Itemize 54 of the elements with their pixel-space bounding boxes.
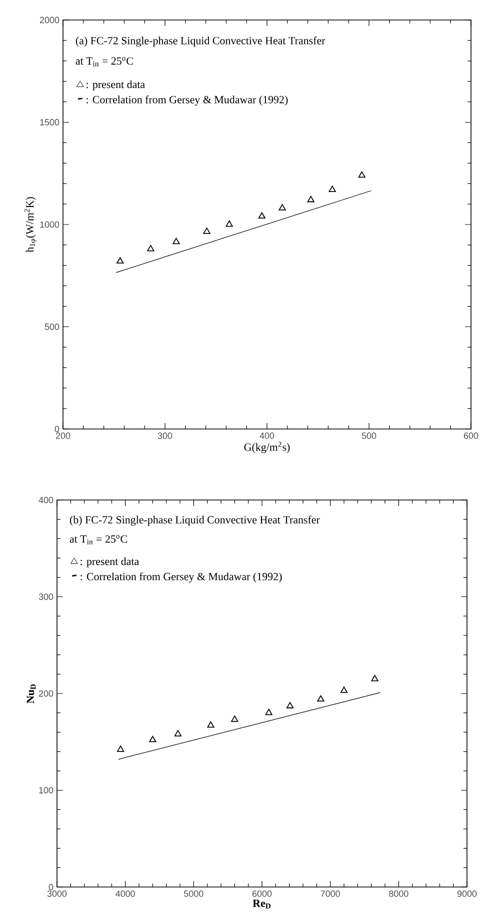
x-tick-label: 500: [362, 432, 376, 439]
y-tick-label: 0: [48, 884, 54, 890]
text: (b) FC-72 Single-phase Liquid Convective Heat Transfer: [70, 516, 320, 526]
point: [174, 730, 182, 736]
x-tick-label: 7000: [320, 890, 340, 897]
point: [203, 228, 210, 234]
point: [172, 238, 180, 244]
point: [226, 220, 233, 227]
y-tick-label: 1500: [40, 119, 60, 126]
legend-label: : present data: [86, 80, 145, 90]
point: [207, 721, 214, 728]
y-tick-label: 500: [44, 324, 60, 330]
point: [278, 204, 286, 210]
y-tick-label: 1000: [40, 221, 60, 228]
point: [231, 716, 238, 722]
x-tick-label: 8000: [389, 890, 408, 897]
x-axis-title: Re$_{D}$: [252, 900, 271, 909]
point: [149, 736, 156, 742]
point: [258, 212, 266, 219]
text: (a) FC-72 Single-phase Liquid Convective Heat Transfer: [76, 36, 326, 47]
x-tick-label: 600: [464, 432, 478, 439]
x-tick-label: 200: [56, 432, 70, 439]
y-tick-label: 0: [54, 426, 60, 432]
point: [317, 695, 324, 702]
y-tick-label: 2000: [40, 16, 60, 24]
x-axis-title: G(kg/m$^{2}$s): [244, 442, 290, 454]
point: [340, 686, 348, 693]
text: at T$_{in}$ = 25$^{o}$C: [70, 535, 127, 544]
x-tick-label: 300: [158, 432, 172, 439]
point: [307, 196, 314, 202]
y-tick-label: 200: [38, 690, 54, 697]
point: [328, 186, 336, 192]
y-tick-label: 300: [38, 594, 54, 600]
point: [147, 244, 154, 252]
x-tick-label: 9000: [457, 890, 477, 897]
x-tick-label: 400: [260, 432, 274, 439]
point: [265, 708, 272, 716]
y-axis-title: Nu$_{D}$: [26, 684, 36, 704]
legend-label: : present data: [80, 557, 139, 568]
legend-label: : Correlation from Gersey & Mudawar (1992): [80, 572, 282, 583]
point: [371, 674, 378, 682]
x-tick-label: 5000: [184, 890, 204, 897]
y-tick-label: 100: [39, 787, 54, 794]
y-tick-label: 400: [38, 496, 54, 504]
point: [286, 702, 294, 708]
x-tick-label: 3000: [47, 890, 67, 897]
x-tick-label: 4000: [116, 890, 135, 897]
point: [358, 171, 366, 178]
legend-label: : Correlation from Gersey & Mudawar (1992): [86, 96, 288, 106]
x-tick-label: 6000: [252, 890, 272, 897]
point: [116, 257, 124, 264]
y-axis-title: h$_{1φ}$(W/m$^{2}$K): [24, 197, 37, 252]
text: at T$_{in}$ = 25$^{o}$C: [76, 57, 133, 66]
point: [116, 746, 124, 752]
